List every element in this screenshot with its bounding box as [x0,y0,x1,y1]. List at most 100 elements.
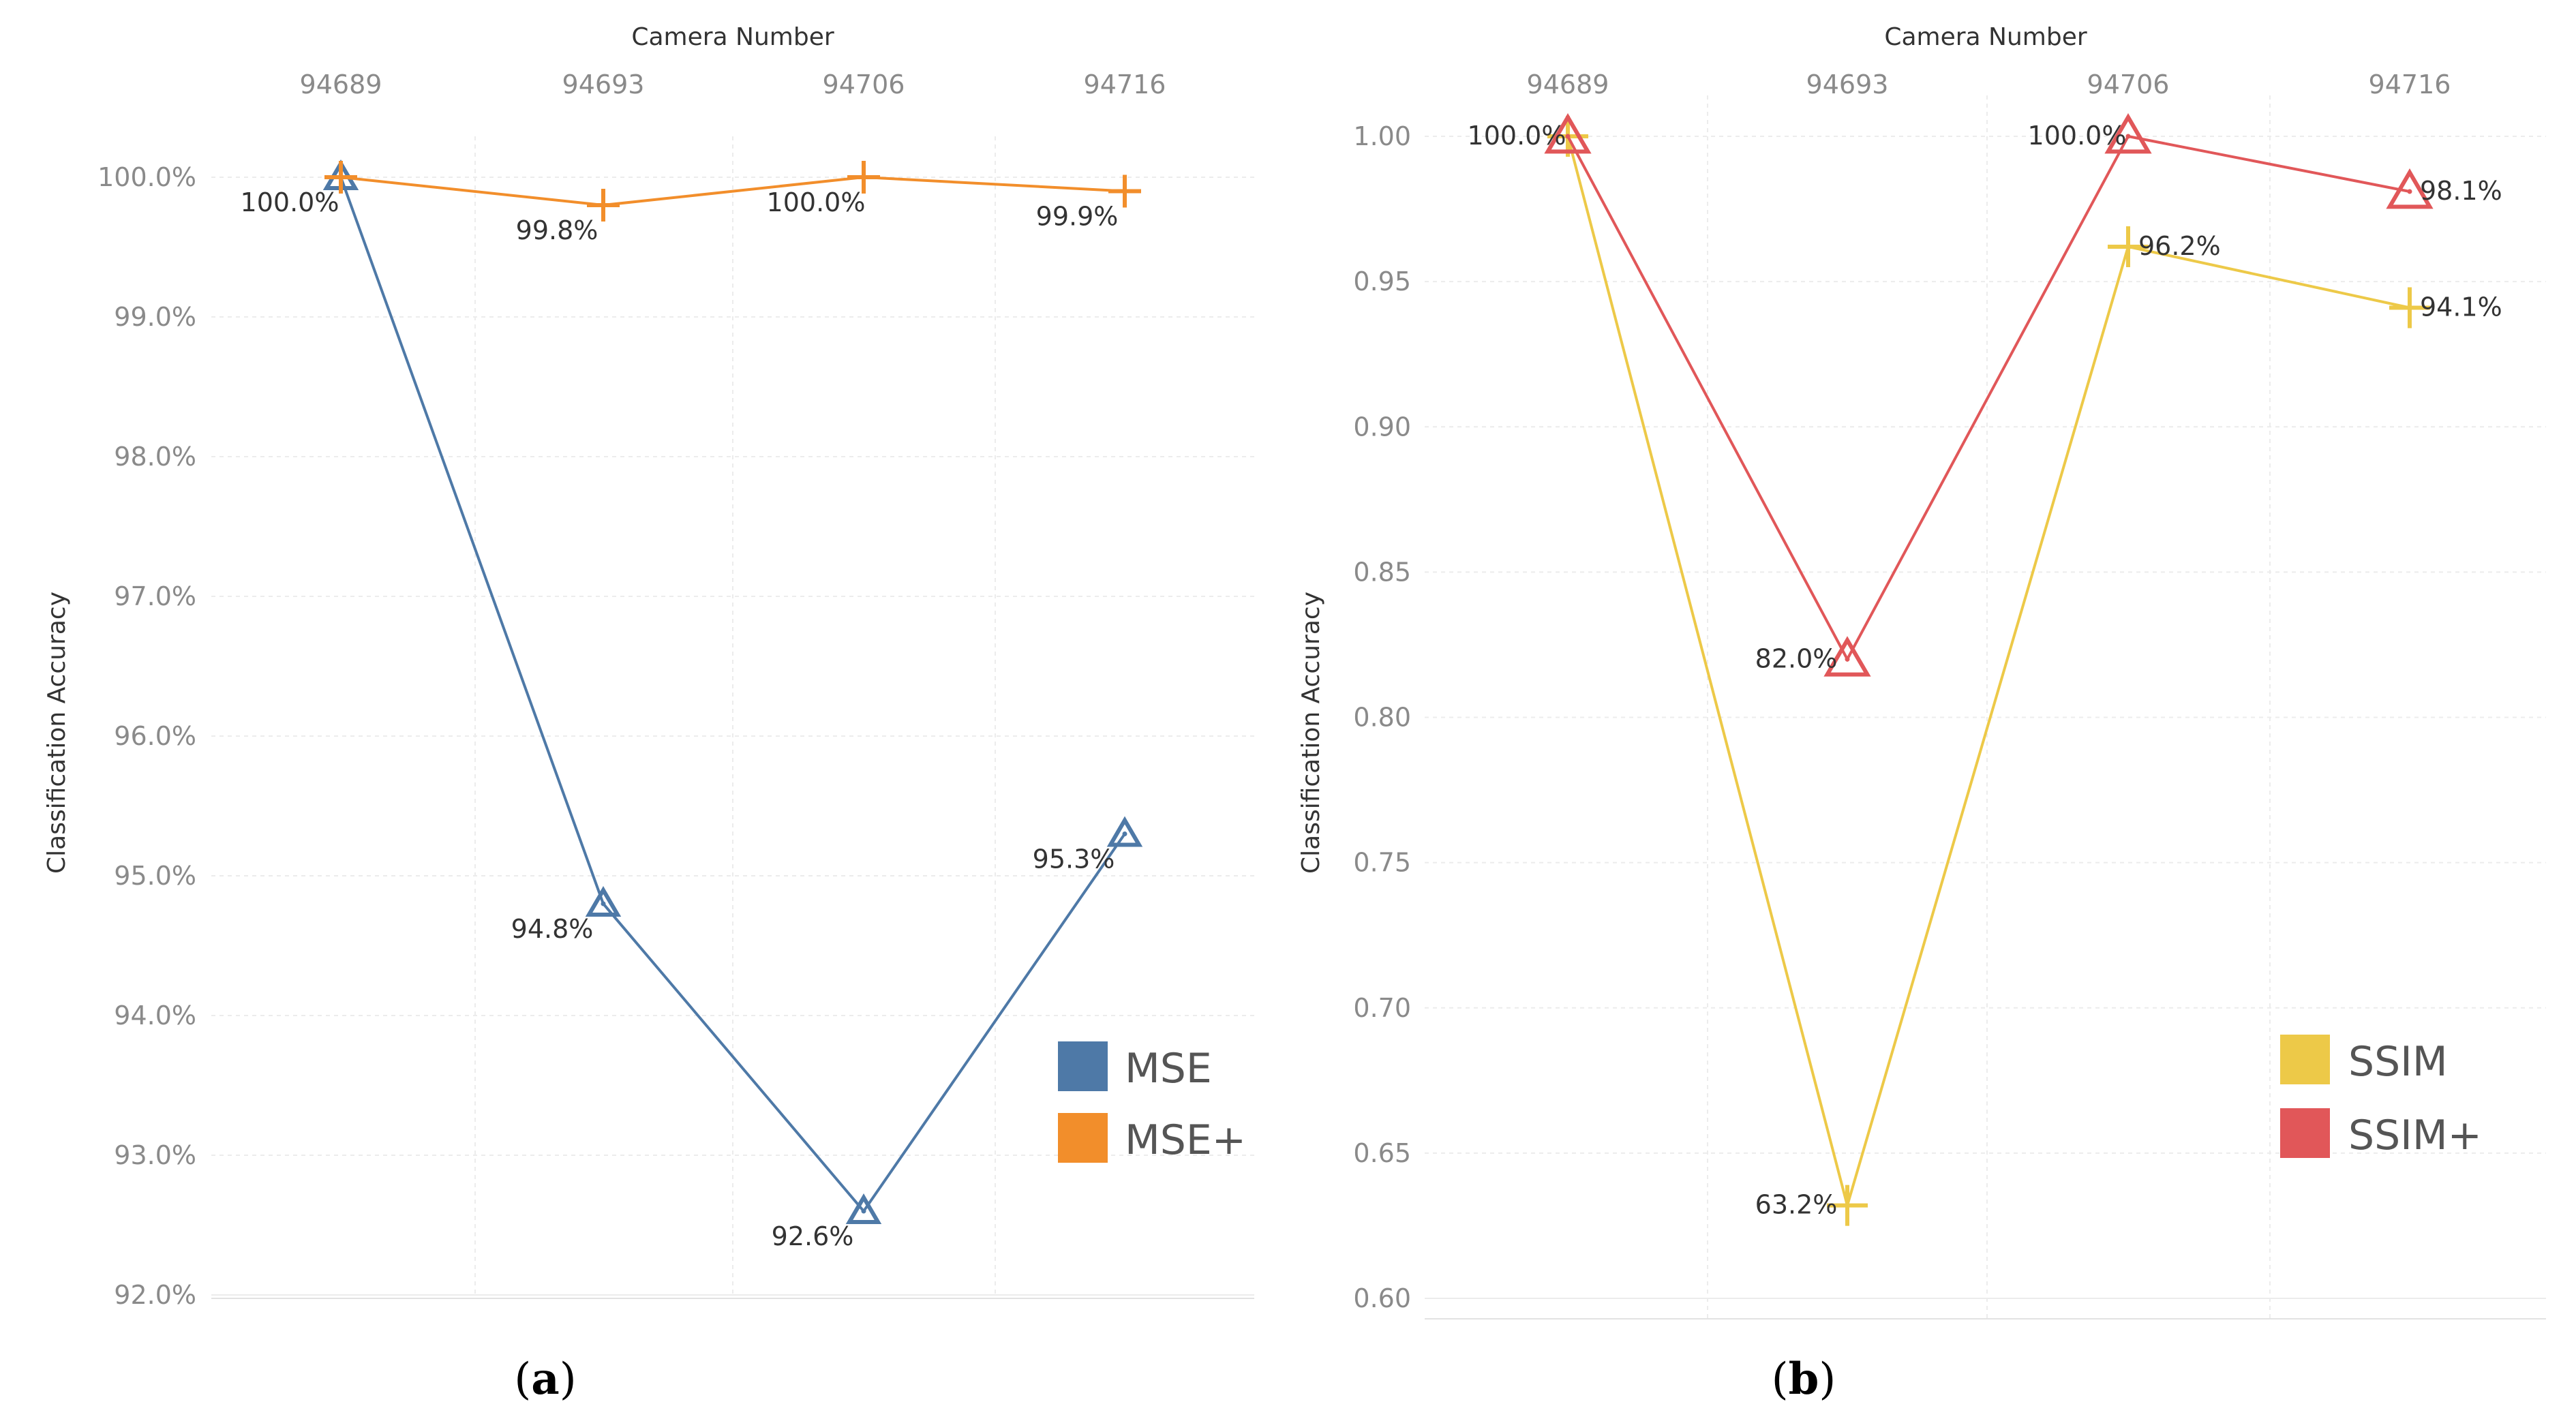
y-tick-label-b-2: 0.90 [1353,412,1411,442]
data-label-ssim-3: 94.1% [2420,292,2502,322]
y-tick-label-a-4: 96.0% [114,721,196,751]
data-label-ssim-2: 96.2% [2138,231,2221,261]
series-group-b [1544,113,2434,1226]
legend-label-ssim-plus: SSIM+ [2348,1112,2482,1159]
x-tick-label-a-0: 94689 [300,70,382,100]
point-ssim-plus-3-dot [2407,189,2412,194]
y-tick-label-b-6: 0.70 [1353,993,1411,1023]
y-tick-label-a-1: 99.0% [114,302,196,332]
point-mse-1-dot [601,901,606,906]
caption-b: (b) [1772,1354,1836,1405]
legend-swatch-ssim [2280,1035,2330,1084]
point-mse-3 [1106,816,1143,847]
point-ssim-2 [2108,226,2149,267]
point-mse-plus-1 [587,189,620,222]
data-label-ssim-plus-0: 100.0% [1468,121,1566,151]
point-ssim-plus-0-dot [1565,134,1571,139]
legend-label-mse: MSE [1125,1045,1212,1093]
y-tick-label-b-8: 0.60 [1353,1283,1411,1313]
point-ssim-plus-2-dot [2125,134,2131,139]
legend-swatch-mse-plus [1058,1113,1108,1163]
point-ssim-plus-2 [2104,113,2152,154]
series-group-a [322,159,1143,1224]
data-label-mse-plus-1: 99.8% [516,215,598,245]
series-line-mse-plus [340,175,1125,207]
x-tick-label-a-2: 94706 [823,70,905,100]
y-tick-label-b-3: 0.85 [1353,557,1411,587]
legend-swatch-ssim-plus [2280,1108,2330,1158]
x-tick-label-b-1: 94693 [1806,70,1889,100]
x-tick-label-b-3: 94716 [2369,70,2451,100]
x-tick-label-a-3: 94716 [1084,70,1166,100]
y-tick-labels-a: 100.0% 99.0% 98.0% 97.0% 96.0% 95.0% 94.0% 93.0… [97,162,196,1310]
y-tick-labels-b: 1.00 0.95 0.90 0.85 0.80 0.75 0.70 0.65 0.60 [1353,121,1411,1313]
svg-text:(b): (b) [1772,1354,1836,1405]
y-tick-label-a-5: 95.0% [114,861,196,891]
point-ssim-1 [1827,1185,1868,1226]
y-tick-label-a-8: 92.0% [114,1280,196,1310]
caption-close-paren-b: ) [1819,1354,1836,1405]
caption-close-paren-a: ) [560,1354,577,1405]
y-tick-label-b-7: 0.65 [1353,1138,1411,1168]
caption-letter-a: a [531,1354,559,1405]
chart-panel-b: Camera Number Classification Accuracy 94… [1297,23,2546,1405]
point-ssim-plus-3 [2386,168,2434,209]
y-tick-label-b-1: 0.95 [1353,266,1411,296]
svg-text:(a): (a) [514,1354,576,1405]
caption-open-paren-b: ( [1772,1354,1789,1405]
data-labels-a: 100.0% 94.8% 92.6% 95.3% 99.8% 100.0% 99.9% [241,187,1119,1251]
caption-letter-b: b [1789,1354,1819,1405]
point-ssim-plus-1-dot [1845,656,1850,662]
caption-open-paren-a: ( [514,1354,531,1405]
point-ssim-3 [2389,287,2430,329]
point-mse-1 [585,886,622,917]
series-line-ssim [1566,136,2410,1211]
series-line-mse [339,177,1126,1214]
y-tick-label-a-7: 93.0% [114,1140,196,1170]
data-label-mse-3: 95.3% [1033,844,1115,874]
x-tick-label-a-1: 94693 [562,70,645,100]
y-tick-label-b-5: 0.75 [1353,848,1411,878]
gridlines-b [1425,95,2546,1319]
x-tick-label-b-2: 94706 [2087,70,2170,100]
series-line-ssim-plus [1566,134,2410,662]
point-mse-2-dot [861,1208,866,1214]
x-tick-labels-b: 94689 94693 94706 94716 [1527,70,2451,100]
point-ssim-plus-0 [1544,113,1592,154]
data-label-ssim-plus-3: 98.1% [2420,176,2502,206]
data-label-mse-1: 94.8% [511,914,594,944]
point-mse-2 [845,1193,882,1224]
point-mse-3-dot [1122,831,1127,836]
data-label-mse-0: 100.0% [241,187,339,217]
data-label-mse-plus-3: 99.9% [1036,202,1119,232]
y-tick-label-a-3: 97.0% [114,581,196,611]
data-labels-b: 63.2% 96.2% 94.1% 100.0% 82.0% 100.0% 98.1% [1468,121,2502,1220]
data-label-ssim-plus-1: 82.0% [1755,643,1838,673]
legend-label-ssim: SSIM [2348,1038,2448,1086]
legend-swatch-mse [1058,1041,1108,1091]
y-tick-label-a-6: 94.0% [114,1001,196,1031]
y-tick-label-b-0: 1.00 [1353,121,1411,151]
legend-label-mse-plus: MSE+ [1125,1116,1246,1164]
x-tick-labels-a: 94689 94693 94706 94716 [300,70,1166,100]
data-label-ssim-plus-2: 100.0% [2028,121,2127,151]
y-axis-title-a: Classification Accuracy [43,592,71,874]
x-tick-label-b-0: 94689 [1527,70,1609,100]
y-tick-label-a-2: 98.0% [114,442,196,472]
caption-a: (a) [514,1354,576,1405]
x-axis-title-a: Camera Number [631,23,834,51]
legend-a: MSE MSE+ [1058,1041,1246,1164]
point-mse-plus-0 [324,161,357,194]
data-label-mse-plus-2: 100.0% [767,187,866,217]
point-mse-plus-2 [847,161,880,194]
x-axis-title-b: Camera Number [1884,23,2087,51]
data-label-ssim-1: 63.2% [1755,1190,1838,1220]
y-axis-title-b: Classification Accuracy [1297,592,1325,874]
chart-panel-a: Camera Number Classification Accuracy 94… [43,23,1254,1405]
data-label-mse-2: 92.6% [772,1221,854,1251]
legend-b: SSIM SSIM+ [2280,1035,2482,1159]
point-ssim-plus-1 [1823,636,1871,677]
point-mse-plus-3 [1108,174,1141,208]
y-tick-label-b-4: 0.80 [1353,703,1411,733]
